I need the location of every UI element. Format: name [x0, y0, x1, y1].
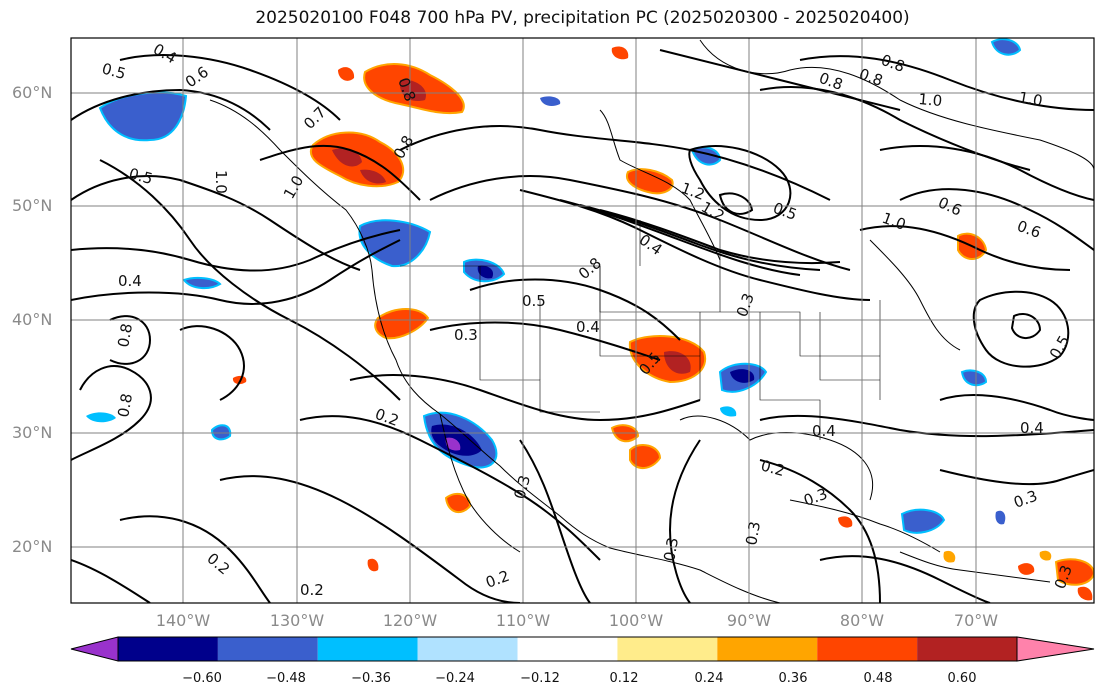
lon-label: 70°W: [954, 611, 998, 630]
colorbar-segment: [118, 637, 218, 661]
colorbar-segment: [817, 637, 918, 661]
lon-label: 130°W: [270, 611, 325, 630]
contour-label: 0.5: [127, 164, 155, 188]
contour-label: 0.3: [510, 473, 534, 501]
lat-label: 40°N: [12, 310, 52, 329]
colorbar-segment: [517, 637, 618, 661]
colorbar-tick-labels: −0.60 −0.48 −0.36 −0.24 −0.12 0.12 0.24 …: [182, 671, 976, 686]
contour-label: 0.8: [114, 392, 136, 419]
precip-positive-shading: [232, 46, 1094, 601]
lat-label: 30°N: [12, 423, 52, 442]
contour-label: 0.4: [1020, 419, 1044, 437]
contour-label: 0.8: [114, 322, 136, 349]
lat-label: 50°N: [12, 196, 52, 215]
map-title: 2025020100 F048 700 hPa PV, precipitatio…: [255, 8, 910, 28]
lon-label: 120°W: [383, 611, 438, 630]
colorbar: [70, 636, 1095, 662]
colorbar-extend-high: [1016, 636, 1095, 662]
lon-label: 110°W: [496, 611, 551, 630]
lon-label: 100°W: [609, 611, 664, 630]
graticule: [71, 38, 1094, 603]
colorbar-tick-label: −0.48: [266, 671, 306, 686]
colorbar-segment: [717, 637, 818, 661]
colorbar-segment: [317, 637, 418, 661]
contour-label: 0.2: [300, 581, 324, 599]
contour-label: 0.3: [742, 520, 764, 547]
colorbar-frame: [117, 636, 1018, 662]
lat-label: 60°N: [12, 83, 52, 102]
colorbar-tick-label: −0.24: [435, 671, 475, 686]
colorbar-tick-label: 0.60: [948, 671, 977, 686]
lon-label: 80°W: [840, 611, 884, 630]
map-frame: [70, 37, 1095, 604]
colorbar-extend-low: [70, 636, 119, 662]
longitude-labels: 140°W 130°W 120°W 110°W 100°W 90°W 80°W …: [156, 611, 998, 630]
contour-label: 0.4: [118, 272, 142, 290]
pv-contours: [71, 49, 1094, 603]
contour-label: 0.5: [522, 292, 546, 310]
colorbar-tick-label: 0.48: [864, 671, 893, 686]
contour-label: 1.0: [212, 170, 230, 194]
contour-label: 0.5: [100, 59, 128, 83]
precip-negative-shading: [86, 38, 1022, 534]
contour-label: 1.0: [1017, 88, 1044, 110]
lat-label: 20°N: [12, 537, 52, 556]
colorbar-segment: [917, 637, 1017, 661]
contour-label: 0.3: [660, 536, 682, 563]
colorbar-tick-label: −0.60: [182, 671, 222, 686]
lon-label: 90°W: [727, 611, 771, 630]
contour-label: 0.4: [812, 422, 836, 440]
contour-label: 0.4: [576, 318, 600, 336]
colorbar-tick-label: 0.12: [610, 671, 639, 686]
colorbar-segment: [617, 637, 718, 661]
colorbar-tick-label: −0.12: [520, 671, 560, 686]
colorbar-tick-label: 0.24: [695, 671, 724, 686]
colorbar-tick-label: −0.36: [351, 671, 391, 686]
colorbar-segment: [217, 637, 318, 661]
contour-label: 0.2: [759, 456, 787, 480]
latitude-labels: 60°N 50°N 40°N 30°N 20°N: [12, 83, 52, 556]
colorbar-tick-label: 0.36: [779, 671, 808, 686]
lon-label: 140°W: [156, 611, 211, 630]
colorbar-segment: [417, 637, 518, 661]
contour-label: 0.3: [454, 326, 478, 344]
contour-label: 1.0: [918, 90, 943, 110]
